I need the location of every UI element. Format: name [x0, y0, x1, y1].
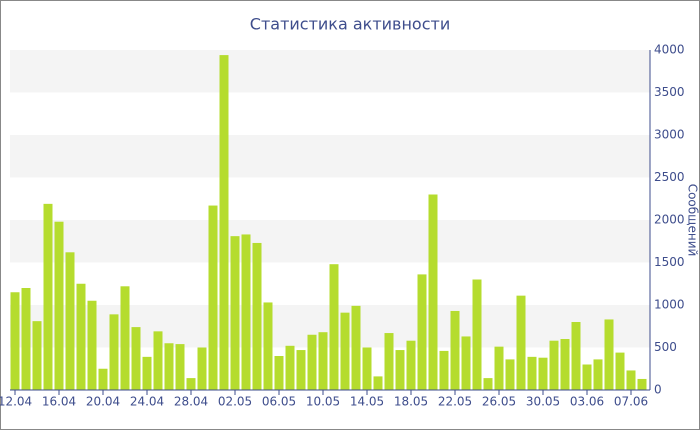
x-tick-label: 28.04 [174, 395, 208, 409]
y-tick-label: 3000 [654, 128, 685, 142]
bar [538, 357, 548, 390]
bar [637, 378, 647, 390]
bar [153, 331, 163, 390]
bar [120, 286, 130, 390]
bar [395, 350, 405, 390]
bar [296, 350, 306, 390]
grid-band [10, 220, 650, 263]
bar [43, 203, 53, 390]
bar [362, 347, 372, 390]
bar [307, 334, 317, 390]
bar [21, 288, 31, 390]
y-tick-label: 2000 [654, 213, 685, 227]
bar [285, 345, 295, 390]
grid-band [10, 135, 650, 178]
y-tick-label: 1500 [654, 255, 685, 269]
bar [582, 364, 592, 390]
bar [208, 205, 218, 390]
bar [329, 264, 339, 390]
y-axis-title: Сообщений [686, 184, 700, 257]
x-tick-label: 03.06 [570, 395, 604, 409]
y-tick-label: 4000 [654, 43, 685, 57]
bar [450, 310, 460, 390]
bar [604, 319, 614, 390]
x-tick-label: 26.05 [482, 395, 516, 409]
bar [131, 327, 141, 390]
bar [384, 333, 394, 390]
bar [483, 378, 493, 390]
y-tick-label: 1000 [654, 298, 685, 312]
x-tick-label: 22.05 [438, 395, 472, 409]
bar [505, 359, 515, 390]
bar [54, 221, 64, 390]
x-tick-label: 12.04 [0, 395, 32, 409]
x-tick-label: 06.05 [262, 395, 296, 409]
x-tick-label: 20.04 [86, 395, 120, 409]
x-tick-label: 24.04 [130, 395, 164, 409]
bar [406, 340, 416, 390]
bar [516, 295, 526, 390]
bar [76, 283, 86, 390]
chart-title: Статистика активности [250, 15, 450, 34]
bar [219, 55, 229, 390]
x-tick-label: 18.05 [394, 395, 428, 409]
bar [197, 347, 207, 390]
bar [230, 236, 240, 390]
x-tick-label: 10.05 [306, 395, 340, 409]
y-tick-label: 0 [654, 383, 662, 397]
x-tick-label: 14.05 [350, 395, 384, 409]
bar [164, 343, 174, 390]
bar [461, 336, 471, 390]
bar [175, 344, 185, 390]
bar [98, 368, 108, 390]
y-tick-label: 500 [654, 340, 677, 354]
x-tick-label: 07.06 [614, 395, 648, 409]
x-tick-label: 30.05 [526, 395, 560, 409]
bar [626, 370, 636, 390]
bar [351, 305, 361, 390]
bar [340, 312, 350, 390]
grid-band [10, 50, 650, 93]
y-tick-label: 2500 [654, 170, 685, 184]
x-tick-label: 02.05 [218, 395, 252, 409]
bar [615, 352, 625, 390]
bar [65, 252, 75, 390]
bar [241, 234, 251, 390]
bar [373, 376, 383, 390]
bar [109, 314, 119, 390]
bar [274, 356, 284, 390]
bar [252, 242, 262, 390]
y-tick-label: 3500 [654, 85, 685, 99]
bar [32, 321, 42, 390]
bar [593, 359, 603, 390]
bar [428, 194, 438, 390]
bar [472, 279, 482, 390]
bar [494, 346, 504, 390]
x-tick-label: 16.04 [42, 395, 76, 409]
bar [560, 339, 570, 390]
bar [571, 322, 581, 390]
bar [439, 350, 449, 390]
bar [527, 356, 537, 390]
bar [87, 300, 97, 390]
bar [186, 378, 196, 390]
bar [263, 302, 273, 390]
plot-area: 0 500 1000 1500 2000 2500 3000 3500 4000 12.04 16.… [0, 43, 685, 409]
bar [318, 332, 328, 390]
bar [10, 292, 20, 390]
bar [417, 274, 427, 390]
bar [142, 356, 152, 390]
bar [549, 340, 559, 390]
